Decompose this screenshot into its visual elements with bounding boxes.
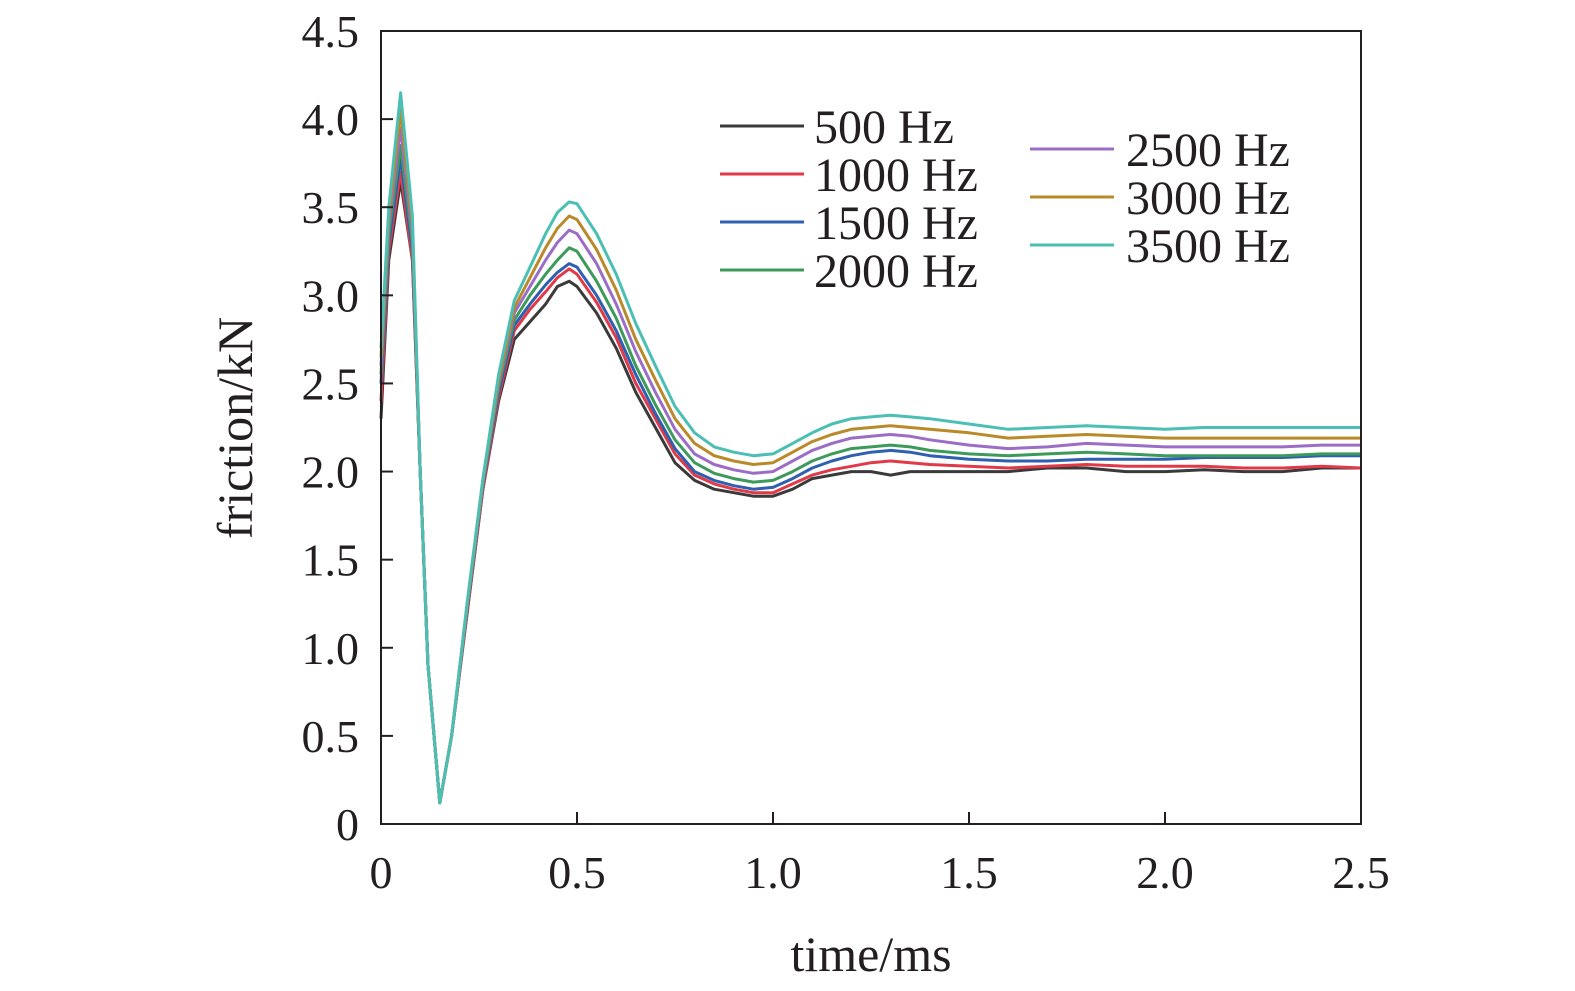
y-axis: 0 0.5 1.0 1.5 2.0 2.5 3.0 3.5 4.0 4.5 bbox=[302, 6, 393, 850]
x-tick-label: 2.0 bbox=[1136, 847, 1194, 898]
legend-label: 1500 Hz bbox=[814, 197, 978, 250]
series-layer bbox=[379, 91, 1362, 805]
legend-label: 2000 Hz bbox=[814, 245, 978, 298]
y-tick-label: 0.5 bbox=[302, 711, 360, 762]
y-tick-label: 4.5 bbox=[302, 6, 360, 57]
x-axis-title: time/ms bbox=[790, 926, 951, 982]
y-tick-label: 3.0 bbox=[302, 270, 360, 321]
legend-label: 500 Hz bbox=[814, 101, 954, 154]
y-tick-label: 4.0 bbox=[302, 94, 360, 145]
x-tick-label: 2.5 bbox=[1332, 847, 1390, 898]
legend-label: 3000 Hz bbox=[1126, 172, 1290, 225]
legend-label: 2500 Hz bbox=[1126, 124, 1290, 177]
x-tick-label: 0.5 bbox=[548, 847, 606, 898]
x-tick-label: 1.5 bbox=[940, 847, 998, 898]
y-tick-label: 1.5 bbox=[302, 535, 360, 586]
plot-frame bbox=[380, 30, 1362, 825]
legend-label: 3500 Hz bbox=[1126, 220, 1290, 273]
y-axis-title: friction/kN bbox=[207, 317, 263, 539]
y-tick-label: 3.5 bbox=[302, 182, 360, 233]
x-tick-label: 0 bbox=[370, 847, 393, 898]
legend-label: 1000 Hz bbox=[814, 149, 978, 202]
y-tick-label: 1.0 bbox=[302, 623, 360, 674]
y-tick-label: 2.0 bbox=[302, 447, 360, 498]
y-tick-label: 2.5 bbox=[302, 358, 360, 409]
y-tick-label: 0 bbox=[336, 799, 359, 850]
series-line-6 bbox=[379, 91, 1361, 805]
x-tick-label: 1.0 bbox=[744, 847, 802, 898]
x-axis: 0 0.5 1.0 1.5 2.0 2.5 bbox=[370, 812, 1390, 898]
